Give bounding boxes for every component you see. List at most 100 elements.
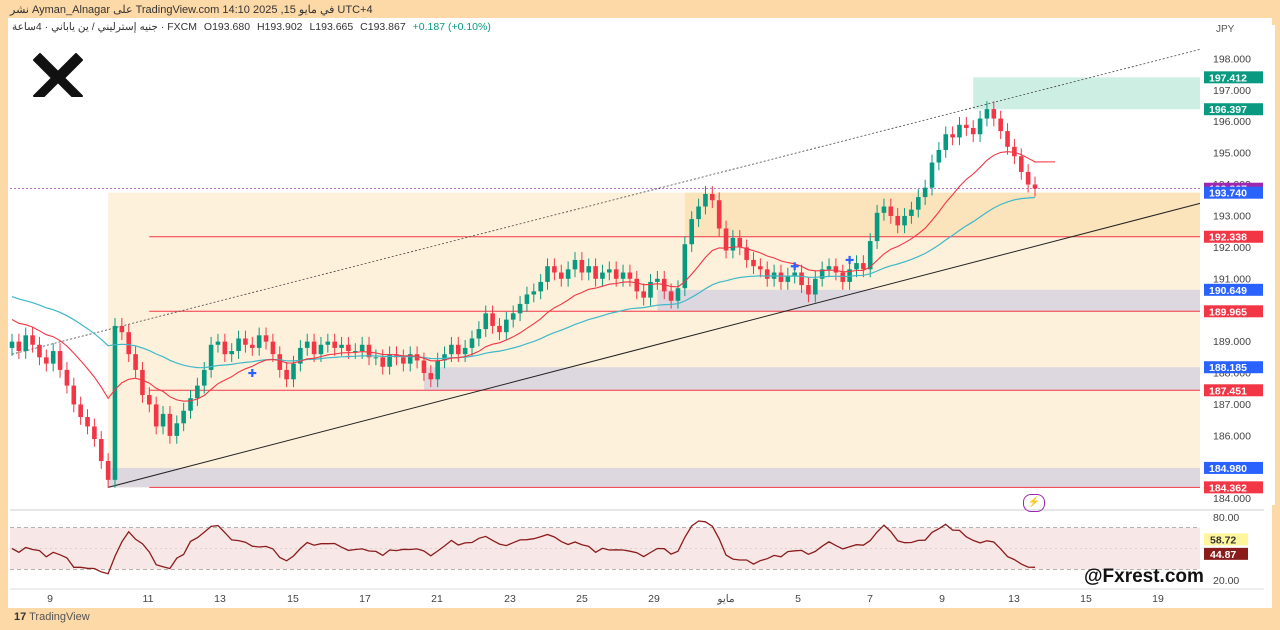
x-tick-7: 25	[576, 593, 588, 605]
orange-range	[108, 192, 1200, 488]
x-tick-14: 15	[1080, 593, 1092, 605]
rsi-tick-0: 80.00	[1213, 512, 1239, 524]
candle	[819, 269, 825, 279]
candle	[716, 200, 722, 229]
candle	[565, 269, 571, 279]
lightning-icon[interactable]: ⚡	[1023, 494, 1045, 512]
candle	[126, 332, 132, 355]
candle	[648, 281, 653, 298]
candle	[826, 266, 832, 270]
candle	[435, 360, 440, 380]
candle	[455, 344, 461, 355]
candle	[23, 335, 29, 352]
candle	[710, 193, 715, 201]
candle	[517, 303, 523, 314]
candle	[449, 344, 454, 355]
candle	[85, 417, 90, 427]
candle	[723, 228, 729, 251]
candle	[538, 281, 543, 292]
publisher-text: نشر Ayman_Alnagar على TradingView.com في…	[10, 4, 373, 16]
candle	[696, 206, 701, 220]
y-tick-5: 193.000	[1213, 210, 1251, 222]
candle	[840, 272, 846, 282]
ohlc-low: L193.665	[309, 21, 354, 33]
candle	[304, 341, 310, 348]
candle	[208, 344, 214, 370]
support-resistance-zones	[108, 77, 1201, 488]
candle	[153, 404, 159, 427]
candle	[359, 344, 365, 352]
price-label-8: 187.451	[1209, 385, 1247, 397]
cross-marker-0	[248, 369, 257, 378]
candle	[943, 134, 949, 150]
symbol-info: جنيه إسترليني / ين ياباني · 4ساعة · FXCM…	[12, 21, 495, 33]
candle	[71, 385, 77, 405]
candles	[9, 101, 1038, 488]
candle	[112, 325, 118, 480]
price-label-bg-6	[1204, 305, 1263, 318]
candle	[600, 272, 605, 279]
x-tick-9: مايو	[716, 593, 735, 605]
candle	[373, 357, 379, 359]
candle	[78, 404, 83, 418]
candle	[497, 325, 502, 333]
tradingview-icon: 17	[14, 611, 27, 623]
candle	[627, 272, 633, 279]
candle	[703, 193, 708, 207]
y-tick-1: 197.000	[1213, 85, 1251, 97]
candle	[318, 344, 324, 355]
y-tick-3: 195.000	[1213, 148, 1251, 160]
price-label-4: 192.338	[1209, 232, 1247, 244]
rsi-label-1: 44.87	[1210, 549, 1236, 561]
cross-marker-1	[790, 262, 799, 271]
candle	[160, 413, 166, 427]
candle	[401, 357, 406, 364]
rsi-label-bg-0	[1204, 533, 1248, 546]
candle	[922, 187, 928, 198]
candle	[552, 266, 557, 273]
candle	[50, 351, 56, 364]
y-tick-14: 184.000	[1213, 493, 1251, 505]
candle	[1025, 171, 1031, 185]
candle	[785, 275, 791, 282]
candle	[188, 398, 193, 411]
x-tick-12: 9	[939, 593, 945, 605]
x-tick-5: 21	[431, 593, 443, 605]
y-tick-12: 186.000	[1213, 430, 1251, 442]
candle	[861, 263, 866, 270]
candle	[929, 162, 935, 188]
candle	[442, 354, 447, 361]
rsi-label-0: 58.72	[1210, 534, 1236, 546]
candle	[256, 335, 262, 348]
moving-averages	[11, 151, 1056, 402]
y-tick-2: 196.000	[1213, 116, 1251, 128]
candle	[483, 313, 489, 330]
candle	[476, 329, 482, 339]
ohlc-close: C193.867	[360, 21, 406, 33]
x-tick-2: 13	[214, 593, 226, 605]
candle	[9, 341, 15, 348]
candle	[428, 373, 434, 380]
trendlines	[11, 49, 1201, 488]
x-tick-1: 11	[143, 593, 154, 605]
price-label-0: 197.412	[1209, 72, 1247, 84]
tradingview-logo: 17 TradingView	[14, 611, 90, 623]
candle	[991, 109, 997, 119]
candle	[1005, 131, 1010, 147]
price-label-1: 196.397	[1209, 104, 1247, 116]
price-label-bg-4	[1204, 230, 1263, 243]
rsi-pane: 80.00 20.00 58.72 44.87	[10, 509, 1264, 587]
candle	[593, 266, 598, 279]
candle	[250, 344, 255, 348]
candle	[174, 423, 180, 436]
candle	[668, 291, 674, 301]
candle	[222, 341, 228, 355]
candle	[263, 335, 269, 342]
brand-logo-icon	[33, 53, 83, 97]
y-tick-7: 191.000	[1213, 273, 1251, 285]
candle	[936, 149, 942, 163]
candle	[957, 124, 962, 138]
candle	[352, 351, 358, 353]
time-axis: 9 11 13 15 17 21 23 25 29 مايو 5 7 9 13 15 19	[10, 588, 1264, 605]
